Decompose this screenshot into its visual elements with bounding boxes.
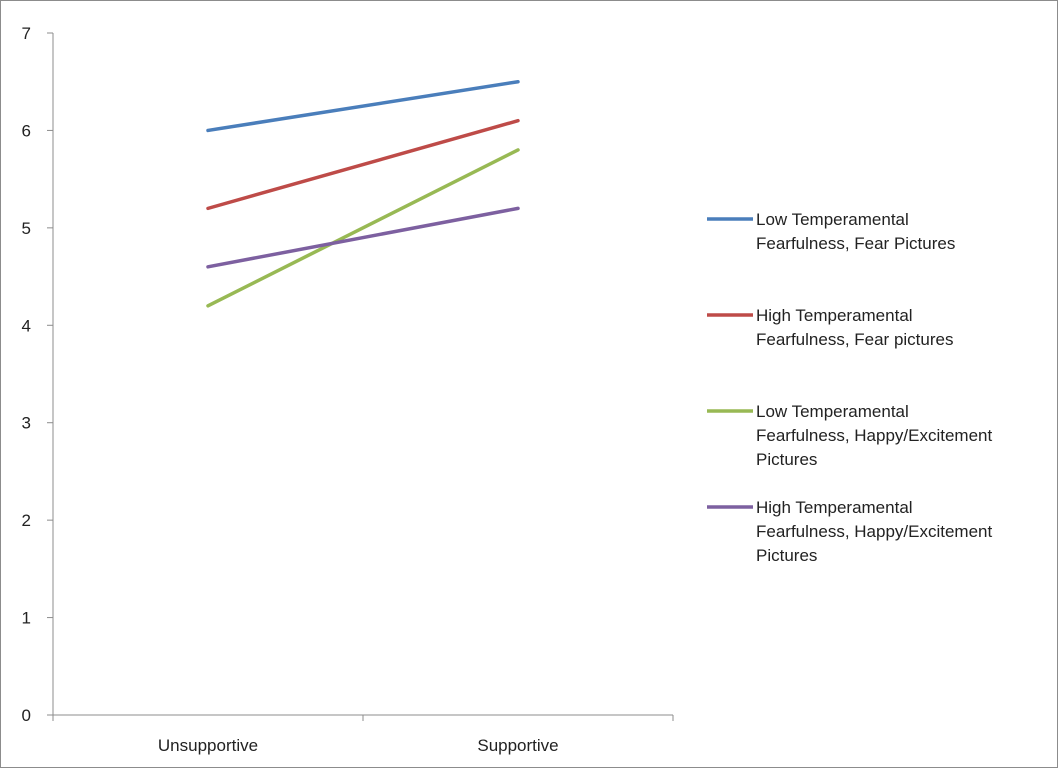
y-tick-label: 4	[22, 316, 31, 335]
legend-entry-line: Pictures	[756, 450, 817, 469]
legend-entry-line: High Temperamental	[756, 306, 913, 325]
series-line-1	[206, 79, 520, 133]
y-tick-label: 3	[22, 414, 31, 433]
series-line-3	[206, 148, 520, 308]
axes: 0 1 2 3 4 5 6 7 Unsupportive Supportive	[22, 24, 674, 755]
y-tick-label: 0	[22, 706, 31, 725]
legend-entry-line: Low Temperamental	[756, 402, 909, 421]
legend-entry-line: Fearfulness, Fear Pictures	[756, 234, 955, 253]
series-line-4	[206, 206, 520, 269]
y-tick-label: 7	[22, 24, 31, 43]
x-category-label: Supportive	[477, 736, 558, 755]
legend-entry-line: Pictures	[756, 546, 817, 565]
series-lines	[206, 79, 520, 308]
legend-entry-label: Low Temperamental Fearfulness, Fear Pictu…	[756, 210, 955, 253]
legend-entry-line: Low Temperamental	[756, 210, 909, 229]
y-tick-label: 5	[22, 219, 31, 238]
legend-entry-line: High Temperamental	[756, 498, 913, 517]
legend-entry-label: High Temperamental Fearfulness, Happy/Exc…	[756, 498, 992, 565]
legend-entry-line: Fearfulness, Fear pictures	[756, 330, 953, 349]
legend-entry-line: Fearfulness, Happy/Excitement	[756, 426, 992, 445]
y-tick-label: 1	[22, 609, 31, 628]
series-line-2	[206, 118, 520, 211]
x-category-label: Unsupportive	[158, 736, 258, 755]
y-tick-label: 6	[22, 121, 31, 140]
legend-entry-label: Low Temperamental Fearfulness, Happy/Exci…	[756, 402, 992, 469]
y-tick-label: 2	[22, 511, 31, 530]
legend-entry-label: High Temperamental Fearfulness, Fear pict…	[756, 306, 953, 349]
legend: Low Temperamental Fearfulness, Fear Pictu…	[707, 210, 992, 565]
legend-entry-line: Fearfulness, Happy/Excitement	[756, 522, 992, 541]
